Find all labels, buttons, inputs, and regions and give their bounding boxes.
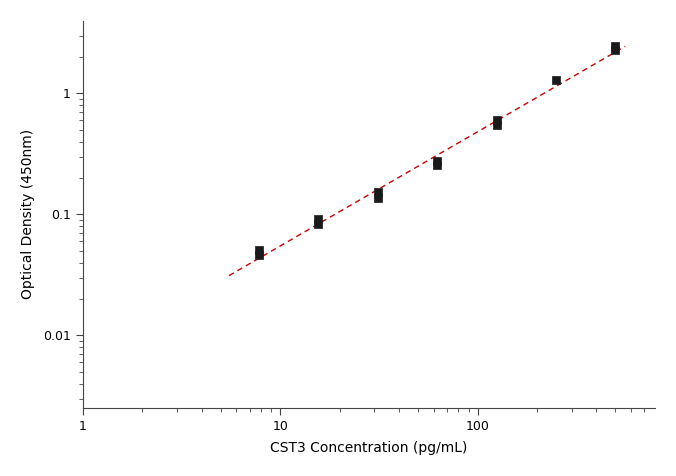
Point	[551, 76, 562, 83]
Point	[491, 121, 502, 129]
Point	[432, 158, 443, 165]
Y-axis label: Optical Density (450nm): Optical Density (450nm)	[21, 129, 35, 299]
Point	[491, 117, 502, 124]
Point	[313, 220, 324, 228]
Point	[372, 188, 383, 196]
X-axis label: CST3 Concentration (pg/mL): CST3 Concentration (pg/mL)	[270, 441, 468, 455]
Point	[432, 161, 443, 169]
Point	[372, 194, 383, 201]
Point	[254, 251, 264, 259]
Point	[610, 42, 621, 50]
Point	[313, 215, 324, 223]
Point	[254, 246, 264, 254]
Point	[610, 46, 621, 53]
